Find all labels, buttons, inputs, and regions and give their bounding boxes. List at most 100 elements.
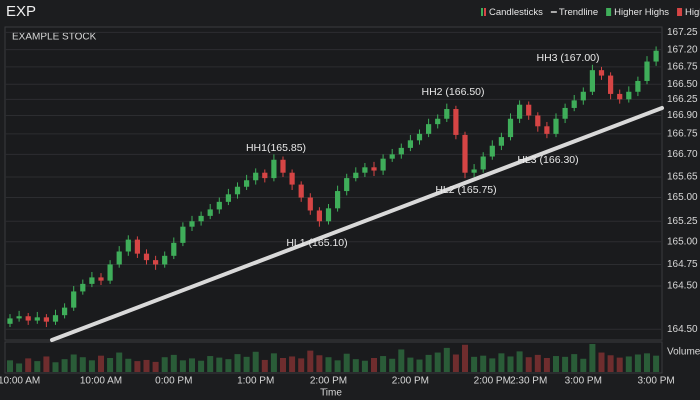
- candle-body: [544, 126, 550, 134]
- candle-body: [489, 145, 495, 157]
- volume-bar: [116, 352, 123, 372]
- candle-body: [507, 118, 514, 138]
- volume-bar: [380, 356, 387, 372]
- volume-bar: [589, 344, 596, 372]
- candle-body: [162, 255, 168, 265]
- volume-bar: [580, 358, 587, 372]
- candle-body: [16, 316, 22, 319]
- volume-bar: [25, 358, 32, 372]
- volume-bar: [398, 349, 405, 372]
- candle-body: [216, 201, 222, 210]
- annotation: HH3 (167.00): [536, 52, 599, 64]
- candle-body: [116, 251, 122, 265]
- volume-bar: [371, 358, 377, 372]
- volume-bar: [189, 358, 195, 372]
- candle-body: [335, 191, 341, 209]
- candle-body: [134, 239, 140, 254]
- y-tick-label: 166.75: [667, 62, 698, 73]
- volume-bar: [425, 354, 432, 372]
- volume-bar: [216, 357, 223, 372]
- y-tick-label: 166.70: [667, 149, 698, 160]
- volume-bar: [489, 358, 496, 372]
- volume-bar: [498, 353, 505, 372]
- candle-body: [307, 197, 313, 211]
- candle-body: [71, 291, 77, 308]
- candle-body: [644, 61, 650, 81]
- volume-bar: [170, 354, 177, 372]
- candle-body: [189, 221, 195, 227]
- candle-body: [380, 158, 386, 171]
- volume-bar: [462, 344, 468, 372]
- x-tick-label: 2:00 PM: [310, 376, 347, 387]
- volume-bar: [7, 360, 13, 372]
- volume-bar: [161, 357, 168, 372]
- candle-body: [316, 210, 322, 222]
- volume-bar: [316, 355, 323, 372]
- volume-bar: [252, 351, 259, 372]
- volume-bar: [261, 359, 268, 372]
- candle-body: [635, 80, 641, 92]
- volume-panel: [4, 341, 663, 374]
- volume-bar: [534, 354, 541, 372]
- x-tick-label: 2:00 PM: [392, 376, 429, 387]
- volume-bar: [343, 353, 350, 372]
- x-axis-title: Time: [320, 388, 342, 399]
- volume-bar: [543, 358, 550, 372]
- candle-body: [80, 283, 86, 292]
- candle-body: [153, 260, 159, 265]
- volume-bar: [571, 354, 578, 372]
- legend-label: Candlesticks: [489, 7, 543, 18]
- candle-body: [653, 50, 659, 62]
- candle-body: [234, 186, 241, 195]
- volume-bar: [625, 356, 632, 372]
- annotation: HH2 (166.50): [421, 86, 484, 98]
- plot-area: [4, 26, 663, 341]
- candle-body: [517, 104, 523, 119]
- candle-body: [608, 75, 614, 94]
- candle-body: [571, 100, 577, 108]
- candle-body: [471, 169, 477, 173]
- candle-body: [598, 70, 605, 76]
- volume-bar: [207, 356, 214, 372]
- volume-bar: [553, 356, 559, 372]
- x-tick-label: 2:30 PM: [510, 376, 547, 387]
- legend-swatch: [677, 8, 683, 16]
- volume-bar: [70, 354, 77, 372]
- candle-body: [344, 178, 350, 192]
- candle-body: [98, 277, 104, 281]
- candle-body: [198, 215, 204, 222]
- volume-bar: [98, 355, 104, 372]
- candle-body: [562, 107, 568, 119]
- x-tick-label: 10:00 AM: [0, 376, 40, 387]
- candle-body: [298, 184, 304, 198]
- candle-body: [62, 307, 68, 316]
- candle-body: [362, 167, 368, 173]
- y-tick-label: 166.75: [667, 128, 698, 139]
- volume-bar: [198, 360, 205, 372]
- candle-body: [207, 209, 213, 216]
- chart-title: EXP: [6, 3, 36, 20]
- candle-body: [262, 172, 268, 179]
- candle-body: [444, 109, 450, 119]
- y-tick-label: 166.25: [667, 94, 698, 105]
- candle-body: [453, 109, 459, 135]
- candle-body: [43, 317, 49, 322]
- volume-bar: [653, 355, 660, 372]
- candle-body: [125, 239, 131, 252]
- candle-body: [398, 147, 404, 155]
- volume-bar: [434, 352, 441, 372]
- volume-bar: [280, 358, 286, 372]
- x-tick-label: 0:00 PM: [155, 376, 192, 387]
- x-tick-label: 2:00 PM: [474, 376, 511, 387]
- volume-bar: [389, 358, 396, 372]
- volume-bar: [270, 353, 277, 372]
- volume-bar: [307, 350, 314, 372]
- candle-body: [180, 226, 186, 243]
- volume-bar: [407, 357, 414, 372]
- volume-bar: [16, 363, 23, 372]
- candle-body: [480, 156, 486, 170]
- volume-bar: [34, 361, 41, 372]
- volume-bar: [179, 360, 186, 372]
- candle-body: [498, 137, 504, 146]
